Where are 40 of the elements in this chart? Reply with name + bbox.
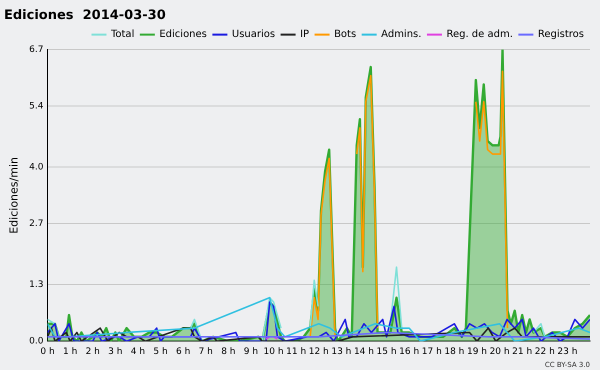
x-tick-label: 22 h	[534, 346, 555, 357]
legend-label: Bots	[334, 29, 356, 40]
x-tick-label: 20 h	[490, 346, 510, 357]
x-tick-label: 23 h	[557, 346, 578, 357]
legend-label: Reg. de adm.	[446, 29, 513, 40]
x-tick-label: 14 h	[354, 346, 374, 357]
x-tick-label: 17 h	[422, 346, 442, 357]
x-tick-label: 5 h	[153, 346, 168, 357]
x-tick-label: 16 h	[399, 346, 420, 357]
y-tick-label: 0.0	[29, 336, 44, 347]
legend-label: Admins.	[381, 29, 422, 40]
legend-label: IP	[300, 29, 310, 40]
x-tick-label: 15 h	[376, 346, 397, 357]
x-tick-label: 13 h	[331, 346, 352, 357]
x-tick-label: 2 h	[86, 346, 100, 357]
x-tick-label: 7 h	[198, 346, 213, 357]
y-tick-label: 1.3	[29, 280, 44, 290]
y-tick-label: 4.0	[29, 162, 44, 172]
x-tick-label: 6 h	[176, 346, 190, 357]
x-tick-label: 8 h	[221, 346, 236, 357]
y-tick-label: 5.4	[29, 102, 44, 112]
x-tick-label: 1 h	[62, 346, 78, 357]
x-tick-label: 21 h	[512, 346, 532, 357]
x-tick-label: 10 h	[264, 346, 284, 357]
x-tick-label: 0 h	[40, 346, 55, 357]
x-tick-label: 3 h	[108, 346, 122, 357]
y-tick-label: 2.7	[29, 219, 44, 230]
legend-label: Usuarios	[232, 29, 276, 40]
y-tick-label: 6.7	[29, 44, 44, 55]
y-axis-title: Ediciones/min	[7, 157, 20, 234]
x-tick-label: 12 h	[308, 346, 329, 357]
legend-label: Total	[110, 29, 134, 40]
x-tick-label: 11 h	[286, 346, 306, 357]
legend-label: Ediciones	[159, 29, 207, 40]
x-tick-label: 19 h	[466, 346, 487, 357]
chart-title: Ediciones 2014-03-30	[4, 8, 166, 24]
x-tick-label: 18 h	[444, 346, 464, 357]
x-tick-label: 9 h	[244, 346, 258, 357]
legend-label: Registros	[538, 29, 584, 40]
x-tick-label: 4 h	[130, 346, 146, 357]
